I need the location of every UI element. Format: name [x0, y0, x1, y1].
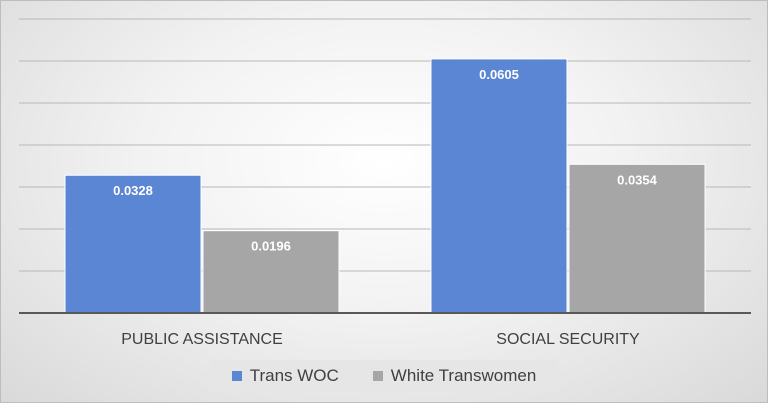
bar — [568, 163, 706, 314]
data-label: 0.0196 — [251, 239, 291, 254]
data-label: 0.0328 — [113, 183, 153, 198]
data-label: 0.0354 — [617, 172, 658, 187]
legend-item-white-transwomen: White Transwomen — [372, 366, 537, 386]
category-label: PUBLIC ASSISTANCE — [121, 331, 283, 348]
data-label: 0.0605 — [479, 67, 519, 82]
bar — [202, 230, 340, 314]
legend-label-white-transwomen: White Transwomen — [390, 366, 537, 385]
legend-swatch-trans-woc — [231, 371, 242, 381]
legend: Trans WOC White Transwomen — [209, 360, 559, 392]
category-label: SOCIAL SECURITY — [496, 331, 640, 348]
legend-swatch-white-transwomen — [372, 371, 383, 381]
legend-label-trans-woc: Trans WOC — [249, 366, 339, 385]
bar — [430, 58, 568, 314]
legend-item-trans-woc: Trans WOC — [231, 366, 339, 386]
